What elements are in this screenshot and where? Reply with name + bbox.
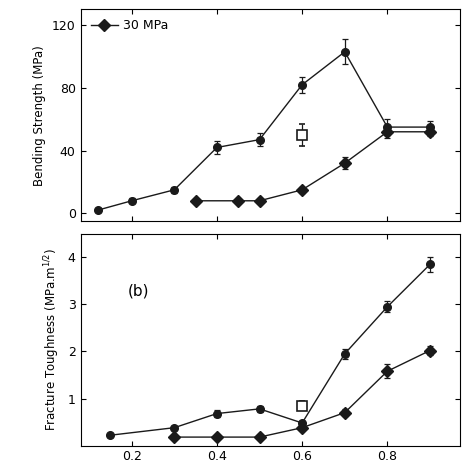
Y-axis label: Fracture Toughness (MPa.m$^{1/2}$): Fracture Toughness (MPa.m$^{1/2}$) (43, 248, 62, 431)
Y-axis label: Bending Strength (MPa): Bending Strength (MPa) (33, 45, 46, 186)
Text: (b): (b) (128, 283, 149, 298)
Legend: 30 MPa: 30 MPa (87, 16, 172, 36)
